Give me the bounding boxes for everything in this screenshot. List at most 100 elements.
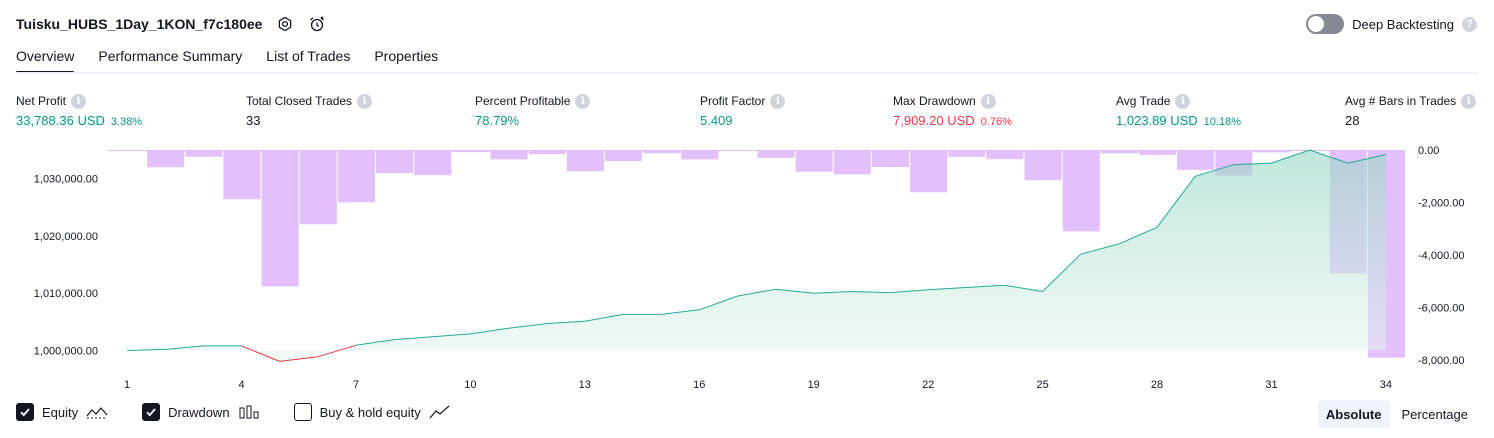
percentage-button[interactable]: Percentage [1401, 406, 1469, 422]
checkbox-buy-hold[interactable] [293, 403, 312, 421]
x-axis-tick-label: 22 [922, 379, 934, 391]
equity-line-segment [241, 345, 280, 362]
metric-value: 7,909.20 USD [893, 113, 975, 128]
drawdown-bar [871, 150, 909, 168]
drawdown-bar [566, 150, 604, 172]
checkbox-drawdown[interactable] [142, 403, 161, 421]
checkbox-equity[interactable] [16, 403, 34, 421]
equity-line-segment [508, 323, 547, 329]
tab-performance-summary[interactable]: Performance Summary [98, 48, 243, 64]
drawdown-bar [185, 150, 223, 157]
drawdown-bar [147, 150, 185, 168]
drawdown-bar [986, 150, 1024, 160]
equity-drawdown-chart[interactable]: 1,000,000.00 1,010,000.00 1,020,000.00 1,03… [0, 140, 1494, 398]
drawdown-bar [299, 150, 337, 225]
help-icon[interactable]: ? [1462, 16, 1477, 32]
absolute-button[interactable]: Absolute [1317, 400, 1390, 428]
equity-line-segment [165, 345, 204, 350]
metric-profit-factor: Profit Factor i 5.409 [700, 93, 786, 128]
metric-net-profit: Net Profit i 33,788.36 USD 3.38% [16, 93, 142, 128]
info-icon[interactable]: i [575, 93, 591, 109]
drawdown-bar [1139, 150, 1177, 155]
report-tabs: Overview Performance Summary List of Tra… [16, 48, 438, 74]
metric-value: 33,788.36 USD [16, 113, 105, 128]
drawdown-bar [681, 150, 719, 160]
scale-mode-switch: Absolute Percentage [1317, 400, 1476, 428]
equity-line-segment [1309, 149, 1348, 164]
metric-label: Percent Profitable [475, 94, 571, 108]
equity-line-segment [355, 339, 395, 346]
legend-equity[interactable]: Equity [16, 403, 108, 421]
equity-series [127, 149, 1387, 362]
right-axis-tick-label: -6,000.00 [1418, 303, 1464, 315]
equity-line-segment [775, 288, 814, 294]
drawdown-bar [414, 150, 452, 176]
drawdown-bar [1062, 150, 1100, 232]
metric-avg-trade: Avg Trade i 1,023.89 USD 10.18% [1116, 93, 1241, 128]
x-axis-tick-label: 13 [579, 379, 591, 391]
drawdown-bar [1177, 150, 1215, 170]
info-icon[interactable]: i [1175, 93, 1191, 109]
deep-backtesting-toggle[interactable] [1306, 14, 1345, 34]
metrics-row: Net Profit i 33,788.36 USD 3.38% Total Clo… [0, 93, 1494, 133]
equity-line-segment [851, 291, 891, 294]
drawdown-bar [337, 150, 375, 203]
info-icon[interactable]: i [357, 93, 373, 109]
info-icon[interactable]: i [1461, 93, 1477, 109]
equity-line-segment [1195, 164, 1234, 177]
drawdown-bar [1024, 150, 1062, 181]
info-icon[interactable]: i [980, 93, 996, 109]
tab-overview[interactable]: Overview [16, 48, 75, 74]
x-axis-tick-label: 28 [1151, 379, 1163, 391]
metric-percent-profitable: Percent Profitable i 78.79% [475, 93, 591, 128]
x-axis: 1 4 7 10 13 16 19 22 25 28 31 34 [124, 379, 1392, 391]
drawdown-bar [1100, 150, 1138, 154]
equity-line-segment [699, 295, 738, 311]
equity-line-segment [1156, 176, 1196, 228]
info-icon[interactable]: i [770, 93, 786, 109]
alarm-add-icon[interactable] [308, 15, 326, 33]
equity-line-segment [737, 288, 776, 297]
equity-line-segment [1233, 162, 1272, 166]
equity-line-segment [889, 289, 929, 294]
x-axis-tick-label: 4 [238, 379, 244, 391]
drawdown-bar [261, 150, 299, 287]
metric-value: 33 [246, 113, 261, 128]
legend-drawdown[interactable]: Drawdown [142, 403, 259, 421]
drawdown-bar [757, 150, 795, 158]
equity-line-segment [1271, 149, 1310, 164]
drawdown-bar [795, 150, 833, 172]
metric-label: Net Profit [16, 94, 67, 108]
x-axis-tick-label: 31 [1265, 379, 1277, 391]
equity-line-segment [1004, 284, 1043, 292]
drawdown-bar [910, 150, 948, 193]
tab-list-of-trades[interactable]: List of Trades [266, 48, 351, 64]
equity-line-segment [813, 291, 852, 294]
equity-line-segment [966, 284, 1005, 288]
settings-icon[interactable] [276, 15, 294, 33]
drawdown-bars-icon [238, 404, 260, 420]
buy-hold-line-icon [429, 404, 451, 420]
left-axis-tick-label: 1,000,000.00 [34, 346, 98, 358]
equity-area [127, 150, 1386, 362]
x-axis-tick-label: 16 [693, 379, 705, 391]
x-axis-tick-label: 10 [464, 379, 476, 391]
info-icon[interactable]: i [71, 93, 87, 109]
left-axis-tick-label: 1,030,000.00 [34, 174, 98, 186]
drawdown-bar [604, 150, 642, 161]
strategy-header: Tuisku_HUBS_1Day_1KON_f7c180ee [16, 12, 326, 36]
tab-properties[interactable]: Properties [374, 48, 439, 64]
x-axis-tick-label: 25 [1036, 379, 1048, 391]
equity-line-segment [394, 336, 433, 341]
metric-avg-bars: Avg # Bars in Trades i 28 [1345, 93, 1477, 128]
equity-line-segment [1118, 226, 1158, 245]
legend-buy-hold[interactable]: Buy & hold equity [293, 403, 451, 421]
metric-percent: 0.76% [980, 116, 1012, 128]
deep-backtesting: Deep Backtesting ? [1306, 14, 1477, 34]
tabs-divider [16, 72, 1478, 74]
left-axis-tick-label: 1,020,000.00 [34, 231, 98, 243]
equity-line-segment [432, 333, 471, 338]
metric-total-closed-trades: Total Closed Trades i 33 [246, 93, 373, 128]
equity-line-segment [1042, 253, 1082, 292]
right-axis: 0.00 -2,000.00 -4,000.00 -6,000.00 -8,000.00 [1418, 145, 1464, 367]
